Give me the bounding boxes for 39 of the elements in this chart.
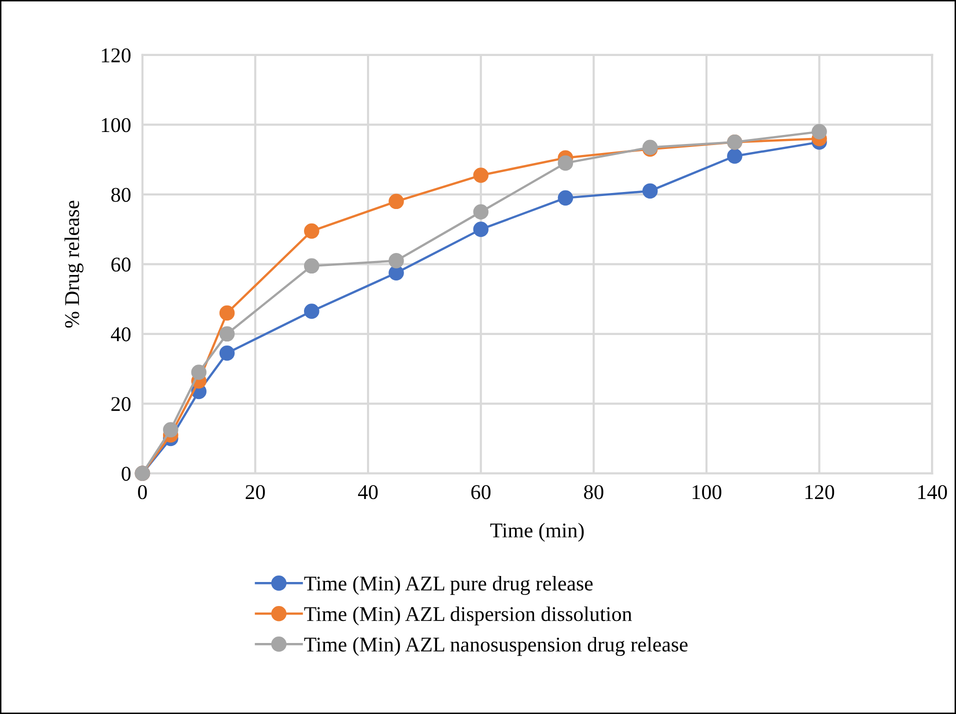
x-tick-label: 0: [138, 485, 147, 500]
point: [473, 222, 489, 237]
point: [642, 183, 658, 199]
legend-label: Time (Min) AZL pure drug release: [304, 576, 593, 595]
point: [219, 326, 235, 342]
point: [304, 223, 320, 239]
point: [558, 155, 574, 171]
point: [219, 305, 235, 321]
y-tick-label: 120: [102, 48, 131, 62]
x-tick-label: 100: [692, 485, 722, 500]
point: [812, 124, 827, 140]
y-tick-label: 0: [122, 466, 131, 481]
point: [219, 345, 235, 361]
x-axis-title: Time (min): [490, 522, 584, 542]
x-tick-label: 20: [246, 485, 265, 500]
y-tick-label: 60: [111, 258, 131, 272]
point: [304, 258, 320, 274]
point: [473, 204, 489, 220]
x-tick-label: 40: [358, 485, 378, 500]
legend-label: Time (Min) AZL nanosuspension drug release: [304, 636, 688, 656]
point: [163, 422, 178, 438]
point: [388, 265, 404, 281]
y-tick-label: 20: [111, 397, 131, 412]
y-axis-title: % Drug release: [64, 200, 84, 328]
point: [473, 168, 489, 183]
point: [727, 148, 742, 164]
x-tick-label: 80: [584, 485, 604, 500]
point: [191, 364, 206, 380]
point: [304, 304, 320, 319]
y-tick-label: 80: [111, 188, 131, 202]
point: [558, 190, 574, 206]
y-tick-label: 100: [102, 118, 131, 132]
legend-label: Time (Min) AZL dispersion dissolution: [304, 606, 632, 626]
x-tick-label: 140: [918, 485, 947, 500]
x-tick-label: 120: [806, 485, 834, 500]
y-tick-label: 40: [110, 327, 131, 342]
point: [388, 194, 404, 210]
x-tick-label: 60: [471, 485, 490, 500]
point: [388, 253, 404, 268]
